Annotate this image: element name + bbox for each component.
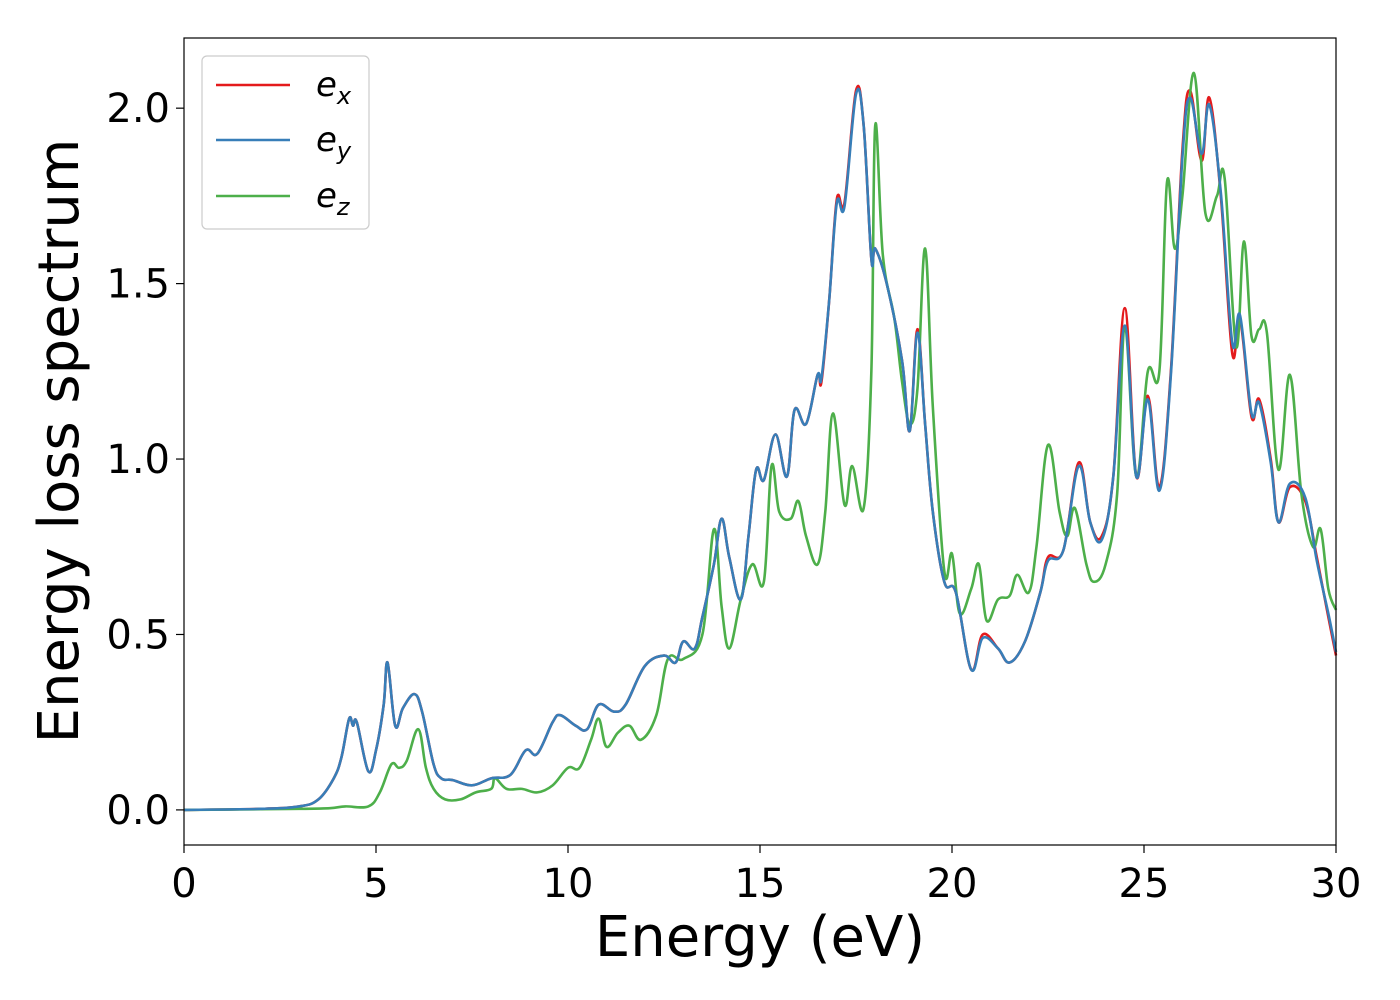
x-axis-ticks: 0 5 10 15 20 25 30 xyxy=(171,845,1361,907)
legend-label-x: ex xyxy=(316,65,352,110)
x-tick-label: 10 xyxy=(543,861,594,907)
x-tick-label: 0 xyxy=(171,861,196,907)
y-tick-label: 0.0 xyxy=(106,788,170,834)
y-tick-label: 2.0 xyxy=(106,86,170,132)
x-tick-label: 5 xyxy=(363,861,388,907)
x-tick-label: 30 xyxy=(1311,861,1362,907)
x-tick-label: 15 xyxy=(735,861,786,907)
series-layer xyxy=(183,71,1338,812)
legend-box xyxy=(201,55,370,230)
y-tick-label: 0.5 xyxy=(106,612,170,658)
legend: ex ey ez xyxy=(201,55,370,230)
series-line-y xyxy=(183,87,1338,812)
legend-label-y: ey xyxy=(316,120,352,165)
legend-label-z: ez xyxy=(316,176,351,221)
y-tick-label: 1.0 xyxy=(106,437,170,483)
y-axis-ticks: 0.0 0.5 1.0 1.5 2.0 xyxy=(106,86,184,834)
y-tick-label: 1.5 xyxy=(106,262,170,308)
series-line-z xyxy=(183,71,1338,812)
x-tick-label: 25 xyxy=(1119,861,1170,907)
y-axis-title: Energy loss spectrum xyxy=(27,139,92,744)
x-axis-title: Energy (eV) xyxy=(595,905,925,970)
x-tick-label: 20 xyxy=(927,861,978,907)
